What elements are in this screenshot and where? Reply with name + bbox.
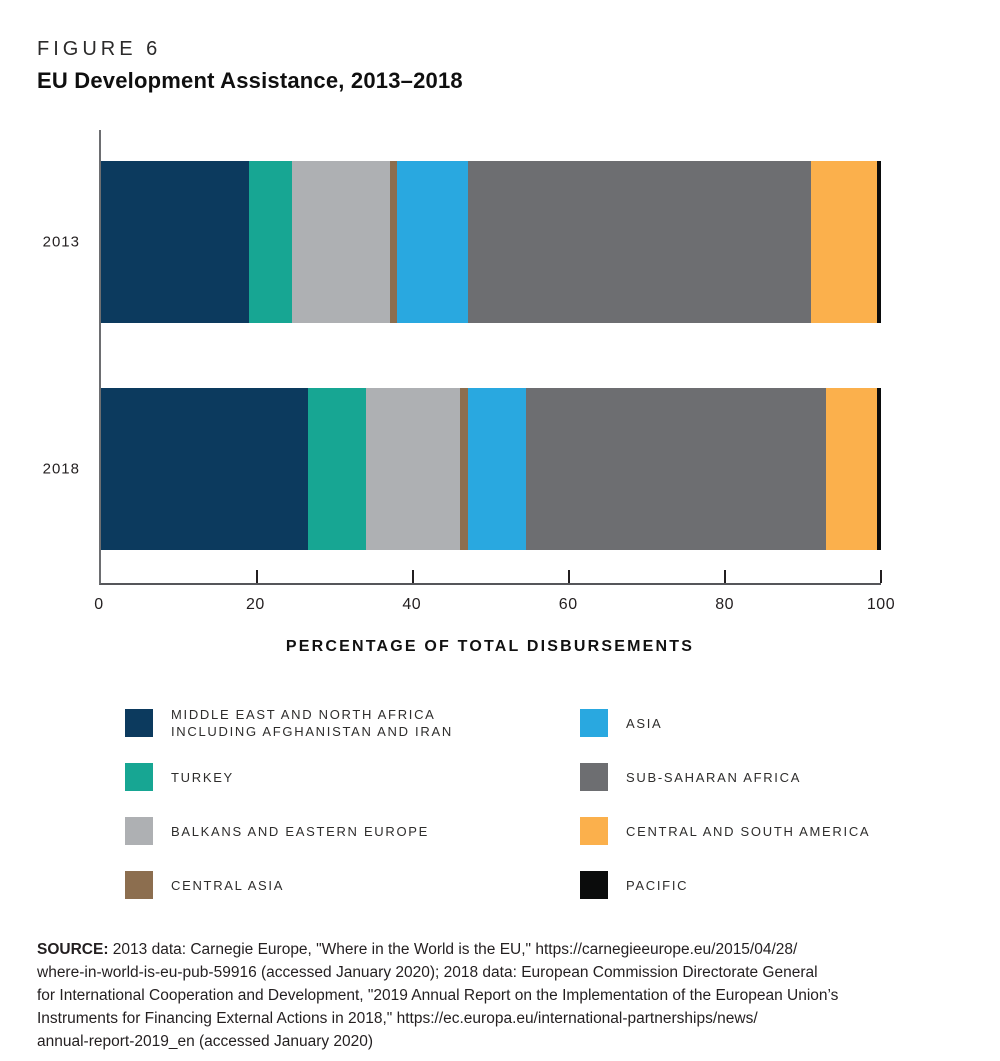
legend-swatch-sub-saharan-africa <box>580 763 608 791</box>
bar-segment-2013-central-asia <box>389 161 398 323</box>
bar-segment-2018-central-asia <box>459 388 468 550</box>
bar-segment-2013-turkey <box>249 161 293 323</box>
source-text: 2013 data: Carnegie Europe, "Where in th… <box>37 941 839 1050</box>
x-axis-tick-label-20: 20 <box>245 596 265 613</box>
legend-label: TURKEY <box>171 769 234 785</box>
stacked-bar-chart: 2013 2018 0 20 40 60 80 100 PERCENTAGE OF TOTA… <box>43 130 895 656</box>
x-axis-tick-20 <box>256 570 258 583</box>
legend-swatch-central-asia <box>125 871 153 899</box>
bar-segment-2013-middle-east-and-north-africa-including-afghanistan-and-iran <box>101 161 250 323</box>
legend-swatch-middle-east-and-north-africa <box>125 709 153 737</box>
bar-row-2018: 2018 <box>43 388 881 550</box>
figure-label: FIGURE 6 <box>37 38 162 60</box>
y-axis-label-2013: 2013 <box>42 233 80 251</box>
legend-label: ASIA <box>626 715 663 731</box>
plot-area: 2013 2018 <box>43 130 882 585</box>
x-axis-tick-label-0: 0 <box>94 596 104 613</box>
x-axis-tick-label-100: 100 <box>866 596 896 613</box>
x-axis-tick-labels: 0 20 40 60 80 100 <box>94 596 894 618</box>
bar-segment-2018-sub-saharan-africa <box>526 388 827 550</box>
legend-item-middle-east-and-north-africa: MIDDLE EAST AND NORTH AFRICA INCLUDING A… <box>125 696 580 750</box>
bar-row-2013: 2013 <box>43 161 881 323</box>
x-axis-tick-label-80: 80 <box>715 596 734 613</box>
legend-swatch-turkey <box>125 763 153 791</box>
bar-segment-2018-turkey <box>307 388 367 550</box>
bar-segment-2018-central-and-south-america <box>826 388 878 550</box>
y-axis-label-2018: 2018 <box>42 460 80 478</box>
bar-segment-2013-asia <box>397 161 468 323</box>
legend-item-central-asia: CENTRAL ASIA <box>125 858 580 912</box>
x-axis-tick-label-60: 60 <box>558 596 578 613</box>
legend-swatch-central-and-south-america <box>580 817 608 845</box>
x-axis-tick-label-40: 40 <box>402 596 422 613</box>
bar-segment-2013-pacific <box>877 161 881 323</box>
bar-segment-2013-central-and-south-america <box>810 161 878 323</box>
bar-segment-2013-balkans-and-eastern-europe <box>292 161 390 323</box>
legend-label: PACIFIC <box>626 877 689 893</box>
bar-segment-2018-balkans-and-eastern-europe <box>366 388 460 550</box>
legend-item-asia: ASIA <box>580 696 1000 750</box>
legend-item-pacific: PACIFIC <box>580 858 1000 912</box>
legend-item-sub-saharan-africa: SUB-SAHARAN AFRICA <box>580 750 1000 804</box>
legend-item-central-and-south-america: CENTRAL AND SOUTH AMERICA <box>580 804 1000 858</box>
bar-segment-2018-middle-east-and-north-africa-including-afghanistan-and-iran <box>101 388 308 550</box>
x-axis-tick-40 <box>412 570 414 583</box>
legend-label: SUB-SAHARAN AFRICA <box>626 769 802 785</box>
stacked-bar-2018 <box>101 388 881 550</box>
legend-item-balkans-and-eastern-europe: BALKANS AND EASTERN EUROPE <box>125 804 580 858</box>
x-axis-tick-100 <box>880 570 882 583</box>
legend-swatch-asia <box>580 709 608 737</box>
stacked-bar-2013 <box>101 161 881 323</box>
legend-label: CENTRAL AND SOUTH AMERICA <box>626 823 871 839</box>
source-note: SOURCE: 2013 data: Carnegie Europe, "Whe… <box>37 938 972 1053</box>
figure-title: EU Development Assistance, 2013–2018 <box>37 68 463 93</box>
bar-segment-2018-pacific <box>877 388 881 550</box>
x-axis-tick-60 <box>568 570 570 583</box>
bar-segment-2018-asia <box>467 388 527 550</box>
x-axis-title: PERCENTAGE OF TOTAL DISBURSEMENTS <box>285 638 695 655</box>
source-label: SOURCE: <box>37 941 109 958</box>
x-axis-tick-80 <box>724 570 726 583</box>
legend-label: MIDDLE EAST AND NORTH AFRICA INCLUDING A… <box>171 707 453 739</box>
bar-segment-2013-sub-saharan-africa <box>467 161 811 323</box>
legend-swatch-pacific <box>580 871 608 899</box>
legend-label: BALKANS AND EASTERN EUROPE <box>171 823 430 839</box>
legend-label: CENTRAL ASIA <box>171 877 285 893</box>
chart-legend: MIDDLE EAST AND NORTH AFRICA INCLUDING A… <box>125 696 1000 912</box>
legend-swatch-balkans-and-eastern-europe <box>125 817 153 845</box>
legend-item-turkey: TURKEY <box>125 750 580 804</box>
